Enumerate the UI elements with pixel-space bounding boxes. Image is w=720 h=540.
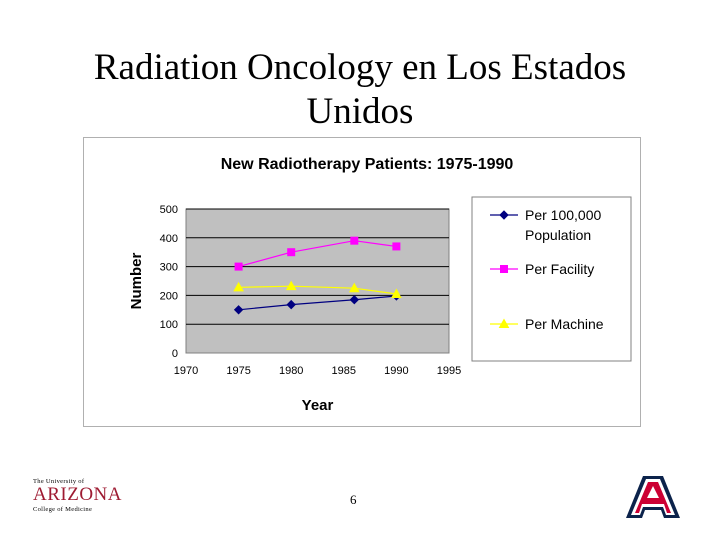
slide-title-line-2: Unidos — [306, 91, 414, 132]
y-axis-label: Number — [128, 253, 145, 310]
legend-marker-per-machine — [498, 318, 510, 328]
legend-marker-per-facility — [500, 265, 508, 273]
legend-marker-per-100-000-population — [499, 210, 509, 220]
x-tick-label: 1975 — [226, 365, 250, 377]
y-tick-label: 300 — [160, 262, 178, 274]
x-axis-label: Year — [302, 397, 334, 414]
chart: New Radiotherapy Patients: 1975-1990 0 100… — [128, 156, 632, 414]
data-point-per-machine — [233, 281, 244, 292]
y-tick-label: 0 — [172, 348, 178, 360]
x-tick-label: 1980 — [279, 365, 303, 377]
chart-frame: New Radiotherapy Patients: 1975-1990 0 100… — [83, 137, 641, 427]
x-tick-label: 1990 — [384, 365, 408, 377]
university-logo-name: ARIZONA — [33, 484, 122, 505]
data-point-per-machine — [285, 280, 297, 291]
y-tick-label: 100 — [160, 319, 178, 331]
series-line-per-100-000-population — [238, 295, 397, 311]
data-point-per-machine — [348, 282, 360, 293]
legend-label: Per Machine — [525, 316, 604, 332]
x-tick-label: 1995 — [437, 365, 461, 377]
y-tick-label: 200 — [160, 290, 178, 302]
block-a-logo-icon — [626, 476, 680, 518]
legend-box — [471, 196, 632, 362]
data-point-per-facility — [234, 262, 243, 271]
data-point-per-100-000-population — [349, 295, 360, 305]
page-number: 6 — [350, 492, 357, 507]
university-of-arizona-logo: The University of ARIZONA College of Med… — [33, 478, 133, 518]
university-logo-top-text: The University of — [33, 478, 85, 485]
university-logo-bottom-text: College of Medicine — [33, 506, 93, 513]
plot-area — [185, 208, 450, 354]
x-tick-label: 1970 — [174, 365, 198, 377]
data-point-per-facility — [287, 248, 296, 257]
data-point-per-facility — [350, 236, 359, 245]
data-point-per-facility — [392, 242, 401, 251]
y-tick-label: 500 — [160, 204, 178, 216]
chart-title: New Radiotherapy Patients: 1975-1990 — [221, 156, 514, 173]
x-tick-label: 1985 — [332, 365, 356, 377]
y-tick-label: 400 — [160, 233, 178, 245]
series-line-per-machine — [238, 285, 397, 295]
slide-title: Radiation Oncology en Los Estados Unidos — [40, 46, 680, 134]
legend-label: Population — [525, 227, 591, 243]
slide-title-line-1: Radiation Oncology en Los Estados — [93, 47, 627, 88]
data-point-per-100-000-population — [286, 299, 296, 310]
legend-label: Per 100,000 — [525, 207, 601, 223]
data-point-per-100-000-population — [233, 305, 244, 315]
legend-label: Per Facility — [525, 261, 594, 277]
data-point-per-machine — [391, 288, 402, 298]
series-line-per-facility — [238, 240, 397, 268]
